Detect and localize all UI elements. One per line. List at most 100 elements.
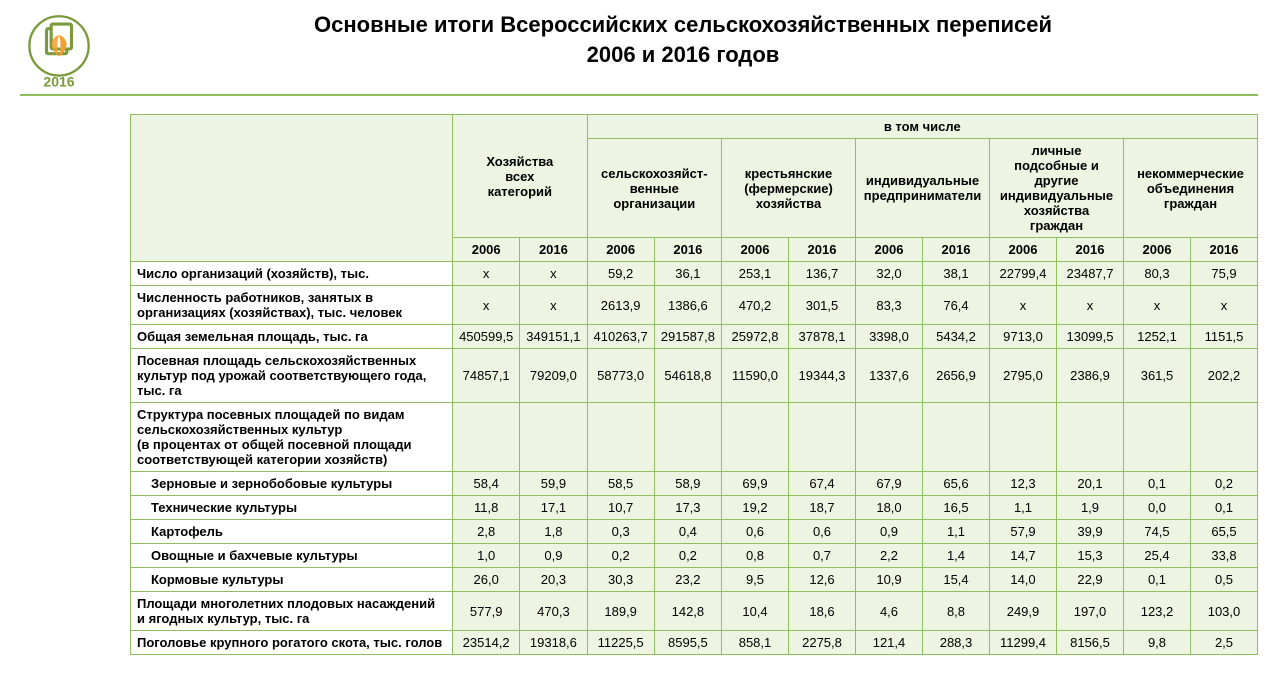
cell: 0,2	[1191, 472, 1258, 496]
cell: 65,5	[1191, 520, 1258, 544]
col-group-all: Хозяйствавсехкатегорий	[453, 115, 587, 238]
year-header: 2016	[789, 238, 856, 262]
cell: 197,0	[1057, 592, 1124, 631]
cell: 0,4	[654, 520, 721, 544]
col-group-1: крестьянские (фермерские) хозяйства	[722, 139, 856, 238]
cell: 58,5	[587, 472, 654, 496]
cell: 67,4	[789, 472, 856, 496]
row-label: Посевная площадь сельскохозяйственных ку…	[131, 349, 453, 403]
cell: 19,2	[722, 496, 789, 520]
year-header: 2016	[520, 238, 587, 262]
cell: 75,9	[1191, 262, 1258, 286]
cell	[1191, 403, 1258, 472]
cell: 11590,0	[722, 349, 789, 403]
cell: 291587,8	[654, 325, 721, 349]
year-header: 2006	[1124, 238, 1191, 262]
page-title: Основные итоги Всероссийских сельскохозя…	[108, 10, 1258, 69]
cell: 74857,1	[453, 349, 520, 403]
row-label: Технические культуры	[131, 496, 453, 520]
table-row: Картофель2,81,80,30,40,60,60,91,157,939,…	[131, 520, 1258, 544]
cell: 3398,0	[856, 325, 923, 349]
cell: 16,5	[923, 496, 990, 520]
cell: 10,9	[856, 568, 923, 592]
cell: х	[453, 286, 520, 325]
cell: 253,1	[722, 262, 789, 286]
cell: 14,7	[990, 544, 1057, 568]
super-header: в том числе	[587, 115, 1257, 139]
cell: 0,8	[722, 544, 789, 568]
row-label: Картофель	[131, 520, 453, 544]
cell: х	[453, 262, 520, 286]
cell: 1,0	[453, 544, 520, 568]
cell: 23,2	[654, 568, 721, 592]
cell: 5434,2	[923, 325, 990, 349]
row-label-header	[131, 115, 453, 262]
year-header: 2016	[654, 238, 721, 262]
cell: 83,3	[856, 286, 923, 325]
col-group-3: личные подсобные и другие индивидуальные…	[990, 139, 1124, 238]
cell: х	[520, 286, 587, 325]
cell: 14,0	[990, 568, 1057, 592]
table-row: Технические культуры11,817,110,717,319,2…	[131, 496, 1258, 520]
cell: 25,4	[1124, 544, 1191, 568]
cell: 0,6	[722, 520, 789, 544]
cell	[923, 403, 990, 472]
cell: 76,4	[923, 286, 990, 325]
row-label: Кормовые культуры	[131, 568, 453, 592]
cell: 1,1	[990, 496, 1057, 520]
cell: 0,9	[856, 520, 923, 544]
cell: 202,2	[1191, 349, 1258, 403]
col-group-4: некоммерческие объединения граждан	[1124, 139, 1258, 238]
table-body: Число организаций (хозяйств), тыс.хх59,2…	[131, 262, 1258, 655]
census-2016-logo: 2016	[20, 10, 98, 88]
title-line-1: Основные итоги Всероссийских сельскохозя…	[108, 10, 1258, 40]
table-row: Овощные и бахчевые культуры1,00,90,20,20…	[131, 544, 1258, 568]
cell: 8,8	[923, 592, 990, 631]
cell: 20,1	[1057, 472, 1124, 496]
cell: 2,2	[856, 544, 923, 568]
row-label: Овощные и бахчевые культуры	[131, 544, 453, 568]
cell: 0,0	[1124, 496, 1191, 520]
cell: 54618,8	[654, 349, 721, 403]
cell: 2656,9	[923, 349, 990, 403]
cell: 2,8	[453, 520, 520, 544]
year-header: 2016	[1191, 238, 1258, 262]
cell: 18,7	[789, 496, 856, 520]
cell: 23487,7	[1057, 262, 1124, 286]
cell: 249,9	[990, 592, 1057, 631]
year-header: 2006	[990, 238, 1057, 262]
cell: 26,0	[453, 568, 520, 592]
cell: 4,6	[856, 592, 923, 631]
cell: х	[1057, 286, 1124, 325]
cell: 123,2	[1124, 592, 1191, 631]
cell: 74,5	[1124, 520, 1191, 544]
cell: 1,1	[923, 520, 990, 544]
table-row: Площади многолетних плодовых насаждений …	[131, 592, 1258, 631]
cell: 19344,3	[789, 349, 856, 403]
cell: 33,8	[1191, 544, 1258, 568]
table-row: Посевная площадь сельскохозяйственных ку…	[131, 349, 1258, 403]
cell	[453, 403, 520, 472]
cell: 25972,8	[722, 325, 789, 349]
cell: 1337,6	[856, 349, 923, 403]
cell: 450599,5	[453, 325, 520, 349]
year-header: 2006	[722, 238, 789, 262]
table-row: Структура посевных площадей по видам сел…	[131, 403, 1258, 472]
row-label: Зерновые и зернобобовые культуры	[131, 472, 453, 496]
cell	[990, 403, 1057, 472]
cell: 79209,0	[520, 349, 587, 403]
cell: 0,1	[1124, 472, 1191, 496]
census-data-table: Хозяйствавсехкатегорийв том числесельско…	[130, 114, 1258, 655]
cell: 20,3	[520, 568, 587, 592]
cell: х	[1124, 286, 1191, 325]
cell: 10,7	[587, 496, 654, 520]
cell: х	[990, 286, 1057, 325]
cell: 1,8	[520, 520, 587, 544]
cell: 37878,1	[789, 325, 856, 349]
cell: 0,3	[587, 520, 654, 544]
row-label: Структура посевных площадей по видам сел…	[131, 403, 453, 472]
cell: 0,1	[1191, 496, 1258, 520]
cell: 32,0	[856, 262, 923, 286]
cell: 10,4	[722, 592, 789, 631]
cell: 2795,0	[990, 349, 1057, 403]
